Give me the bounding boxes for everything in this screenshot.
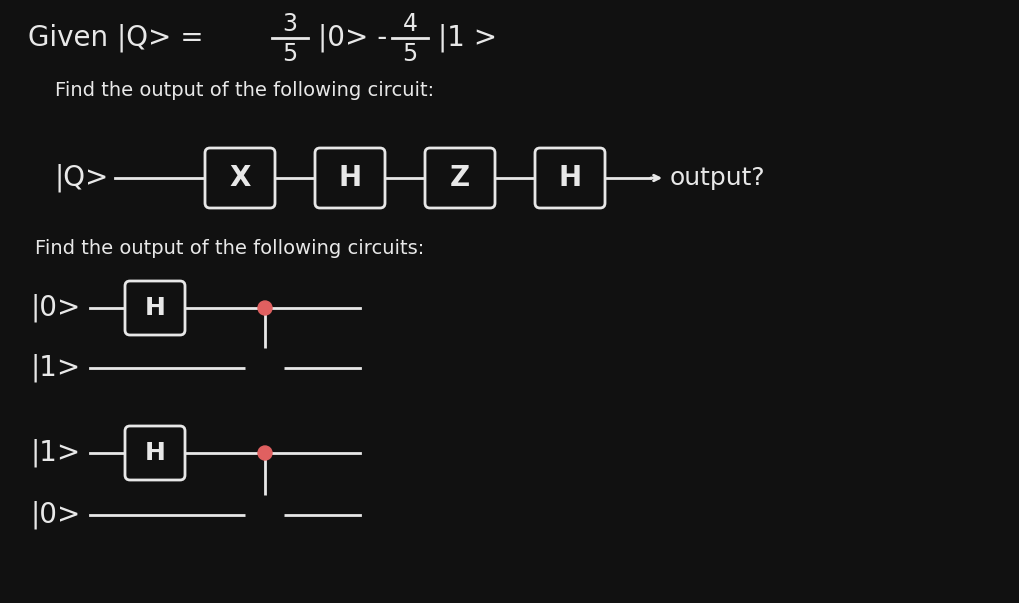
Text: 4: 4	[403, 12, 417, 36]
FancyBboxPatch shape	[125, 281, 184, 335]
Text: Find the output of the following circuit:: Find the output of the following circuit…	[55, 80, 434, 99]
Text: 5: 5	[282, 42, 298, 66]
FancyBboxPatch shape	[205, 148, 275, 208]
Text: Given |Q> =: Given |Q> =	[28, 24, 204, 52]
Circle shape	[247, 350, 282, 386]
Circle shape	[258, 446, 272, 460]
Text: |0>: |0>	[30, 294, 81, 322]
FancyBboxPatch shape	[125, 426, 184, 480]
Text: |1>: |1>	[30, 439, 81, 467]
Text: |0> -: |0> -	[318, 24, 387, 52]
FancyBboxPatch shape	[315, 148, 384, 208]
FancyBboxPatch shape	[425, 148, 494, 208]
Text: |1 >: |1 >	[437, 24, 496, 52]
Text: output?: output?	[669, 166, 765, 190]
Circle shape	[247, 497, 282, 533]
Text: H: H	[145, 441, 165, 465]
Text: |1>: |1>	[30, 354, 81, 382]
Circle shape	[258, 301, 272, 315]
Text: 3: 3	[282, 12, 298, 36]
FancyBboxPatch shape	[535, 148, 604, 208]
Text: |Q>: |Q>	[55, 164, 109, 192]
Text: |0>: |0>	[30, 500, 81, 529]
Text: H: H	[338, 164, 361, 192]
Text: Z: Z	[449, 164, 470, 192]
Text: X: X	[229, 164, 251, 192]
Text: H: H	[145, 296, 165, 320]
Text: 5: 5	[401, 42, 417, 66]
Text: H: H	[557, 164, 581, 192]
Text: Find the output of the following circuits:: Find the output of the following circuit…	[35, 239, 424, 257]
